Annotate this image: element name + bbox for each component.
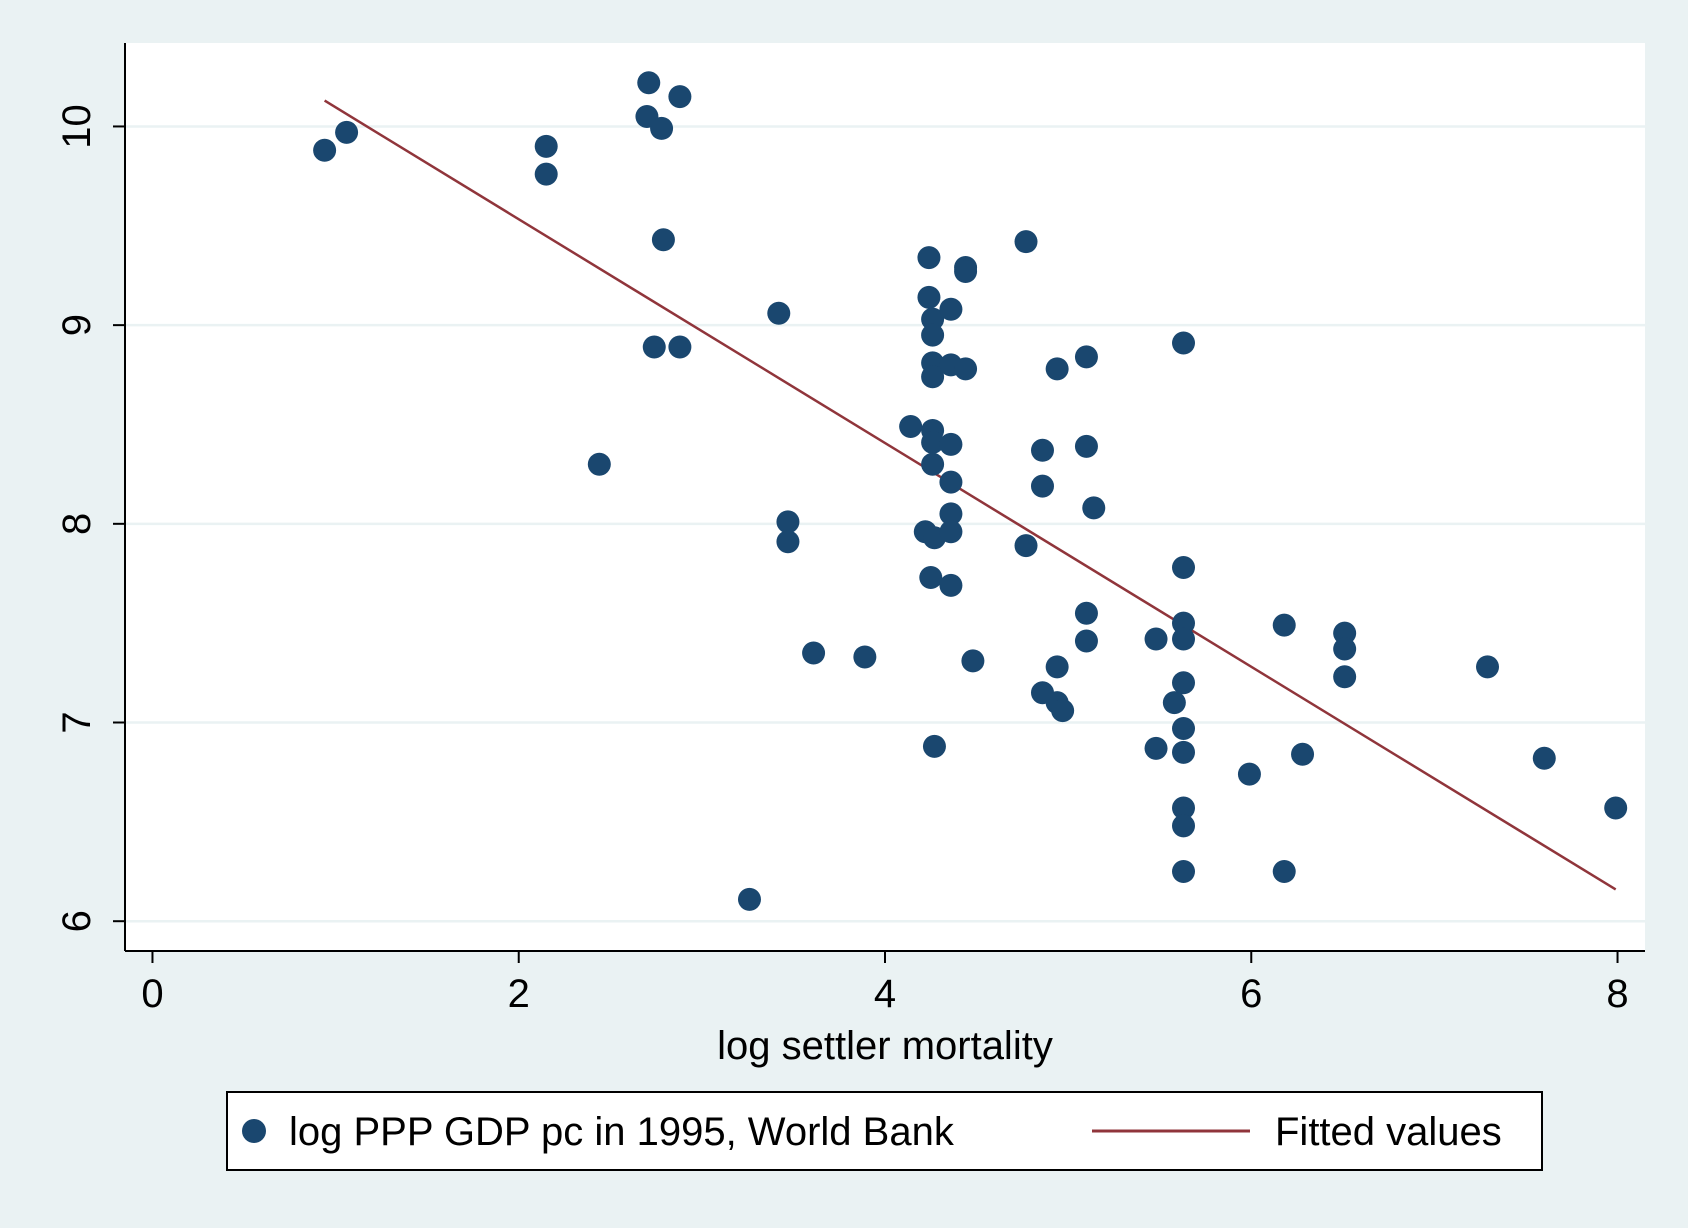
scatter-point [1074,434,1098,458]
x-tick-label: 2 [508,972,530,1016]
scatter-point [939,502,963,526]
scatter-point [919,565,943,589]
scatter-point [939,520,963,544]
scatter-point [961,649,985,673]
y-axis-ticks: 6 7 8 9 10 [55,104,125,932]
x-axis-ticks: 0 2 4 6 8 [141,951,1629,1016]
scatter-point [921,323,945,347]
gridlines [125,125,1645,923]
scatter-point [1162,691,1186,715]
scatter-point [1272,860,1296,884]
scatter-point [1014,230,1038,254]
scatter-point [1172,331,1196,355]
scatter-point [1144,627,1168,651]
scatter-point [954,357,978,381]
scatter-point [917,246,941,270]
scatter-point [921,430,945,454]
scatter-point [1172,671,1196,695]
scatter-point [1333,665,1357,689]
scatter-point [668,335,692,359]
scatter-point [954,259,978,283]
scatter-point [1074,601,1098,625]
scatter-point [939,432,963,456]
scatter-point [1030,474,1054,498]
scatter-point [637,71,661,95]
legend-box [226,1091,1543,1171]
scatter-point [1172,814,1196,838]
legend-label-scatter: log PPP GDP pc in 1995, World Bank [289,1110,955,1154]
scatter-point [939,470,963,494]
scatter-point [922,734,946,758]
scatter-point [1051,699,1075,723]
scatter-point [1532,746,1556,770]
legend: log PPP GDP pc in 1995, World Bank Fitte… [226,1091,1543,1171]
plot-area [125,43,1645,951]
scatter-point [776,510,800,534]
scatter-point [1333,621,1357,645]
x-axis-title: log settler mortality [717,1024,1053,1068]
y-tick-label: 10 [55,104,99,149]
scatter-point [1172,716,1196,740]
scatter-point [1172,860,1196,884]
x-tick-label: 8 [1606,972,1628,1016]
scatter-point [668,85,692,109]
scatter-point [1045,357,1069,381]
x-tick-label: 0 [141,972,163,1016]
fitted-line-layer [323,99,1617,891]
scatter-point [921,452,945,476]
scatter-point [650,116,674,140]
scatter-point [776,530,800,554]
scatter-point [1604,796,1628,820]
scatter-point [1172,627,1196,651]
scatter-points [313,71,1628,911]
scatter-point [1333,637,1357,661]
scatter-point [1074,629,1098,653]
y-tick-label: 6 [55,910,99,932]
scatter-point [1291,742,1315,766]
x-tick-label: 6 [1240,972,1262,1016]
scatter-point [1082,496,1106,520]
scatter-point [939,297,963,321]
scatter-point [642,335,666,359]
scatter-point [1172,796,1196,820]
legend-label-fitted: Fitted values [1275,1110,1502,1154]
scatter-point [534,134,558,158]
legend-marker-scatter [242,1119,266,1143]
scatter-point [1237,762,1261,786]
scatter-point [1144,736,1168,760]
scatter-point [921,307,945,331]
scatter-point [1030,438,1054,462]
y-tick-label: 8 [55,513,99,535]
fitted-values-line [323,99,1617,891]
scatter-point [1476,655,1500,679]
scatter-point [767,301,791,325]
scatter-point [737,887,761,911]
scatter-point [651,228,675,252]
scatter-point [1172,611,1196,635]
x-tick-label: 4 [874,972,896,1016]
scatter-point [853,645,877,669]
scatter-point [534,162,558,186]
scatter-point [1172,556,1196,580]
scatter-point [802,641,826,665]
scatter-point [917,285,941,309]
scatter-point [1014,534,1038,558]
y-tick-label: 9 [55,314,99,336]
scatter-point [1045,655,1069,679]
scatter-point [1074,345,1098,369]
scatter-point [921,365,945,389]
scatter-point [587,452,611,476]
scatter-point [939,573,963,597]
scatter-point [1272,613,1296,637]
scatter-point [899,414,923,438]
y-tick-label: 7 [55,711,99,733]
scatter-point [1172,740,1196,764]
scatter-point [335,120,359,144]
scatter-point [313,138,337,162]
